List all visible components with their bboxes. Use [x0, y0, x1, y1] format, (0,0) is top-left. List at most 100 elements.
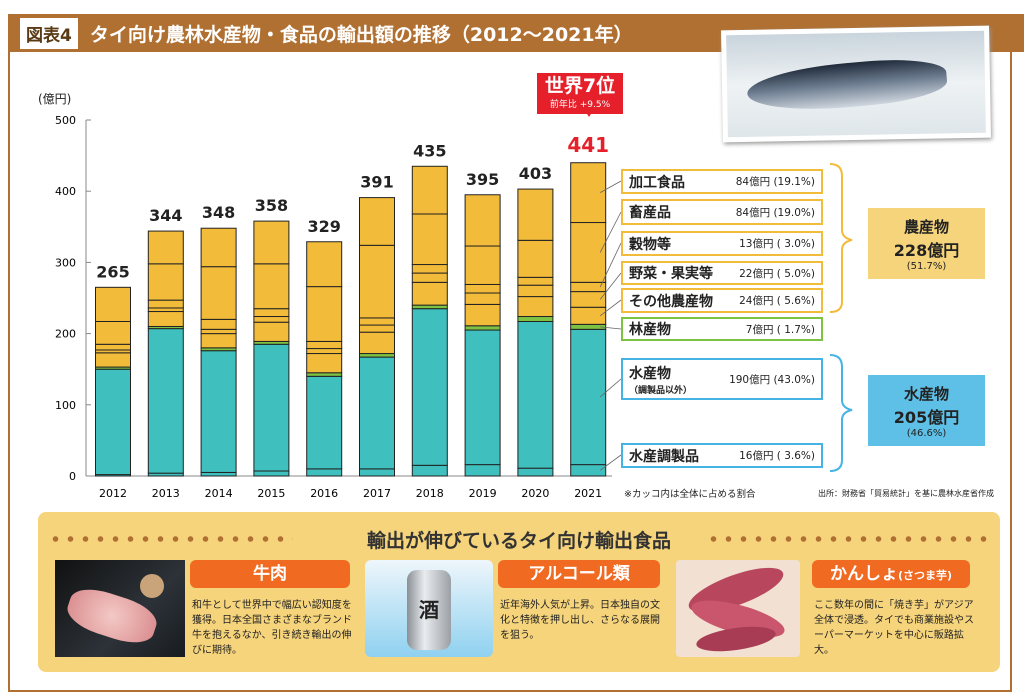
- fish-bracket: [829, 354, 853, 472]
- dots-decoration: [706, 536, 990, 542]
- legend-fishery: 水産物 （調製品以外） 190億円 (43.0%): [621, 358, 823, 400]
- leader-line: [599, 211, 622, 253]
- total-label: 329: [307, 217, 340, 236]
- bar-segment: [200, 318, 237, 330]
- rank-text: 世界7位: [544, 75, 616, 97]
- bar-segment: [359, 331, 395, 355]
- y-tick-label: 100: [55, 399, 76, 412]
- bar-segment: [517, 239, 554, 278]
- sweet-potato-label-sub: (さつま芋): [897, 569, 953, 582]
- sweet-potato-label: かんしょ(さつま芋): [812, 560, 970, 588]
- can-text: 酒: [407, 570, 451, 650]
- summary-title: 水産物: [903, 385, 949, 403]
- agri-bracket: [829, 163, 853, 313]
- legend-value: 22億円 ( 5.0%): [739, 267, 815, 280]
- bar-segment: [95, 286, 131, 322]
- bar-segment: [517, 284, 554, 298]
- bar-segment: [517, 320, 554, 469]
- total-label: 403: [519, 164, 552, 183]
- alcohol-description: 近年海外人気が上昇。日本独自の文化と特徴を押し出し、さらなる展開を狙う。: [500, 600, 660, 641]
- total-label: 344: [149, 206, 182, 225]
- legend-name: その他農産物: [629, 293, 713, 310]
- bar-segment: [200, 227, 237, 268]
- panel-title: 輸出が伸びているタイ向け輸出食品: [366, 530, 671, 552]
- bar-segment: [306, 348, 343, 355]
- bar-segment: [464, 303, 501, 327]
- bar-segment: [517, 296, 554, 318]
- rank-callout: 世界7位 前年比 +9.5%: [537, 73, 623, 117]
- legend-value: 7億円 ( 1.7%): [745, 323, 815, 336]
- bar-segment: [306, 468, 343, 477]
- legend-processed-fishery: 水産調製品 16億円 ( 3.6%): [621, 443, 823, 468]
- legend-value: 24億円 ( 5.6%): [739, 295, 815, 307]
- x-tick-label: 2020: [521, 487, 549, 500]
- legend-value: 84億円 (19.0%): [735, 206, 815, 219]
- bar-segment: [253, 343, 290, 472]
- bar-segment: [359, 468, 395, 477]
- legend-name: 加工食品: [629, 174, 685, 191]
- x-tick-label: 2017: [363, 487, 391, 500]
- total-label: 391: [360, 173, 393, 192]
- bar-segment: [411, 264, 448, 274]
- y-tick-label: 200: [55, 328, 76, 341]
- summary-share: (51.7%): [906, 261, 947, 272]
- x-tick-label: 2016: [310, 487, 338, 500]
- x-tick-label: 2019: [469, 487, 497, 500]
- source-note: 出所：財務省「貿易統計」を基に農林水産省作成: [818, 489, 994, 498]
- beef-label: 牛肉: [190, 560, 350, 588]
- bar-segment: [253, 470, 290, 477]
- bar-segment: [200, 333, 237, 349]
- bar-segment: [464, 464, 501, 477]
- bar-segment: [464, 283, 501, 294]
- bar-segment: [306, 340, 343, 350]
- beef-image: [55, 560, 185, 657]
- bar-segment: [200, 328, 237, 335]
- legend-processed-food: 加工食品 84億円 (19.1%): [621, 169, 823, 194]
- leader-line: [599, 454, 622, 471]
- leader-line: [600, 180, 622, 193]
- bar-segment: [411, 304, 448, 310]
- bar-segment: [517, 276, 554, 286]
- total-label: 358: [255, 196, 288, 215]
- legend-vegetables-fruits: 野菜・果実等 22億円 ( 5.0%): [621, 261, 823, 285]
- bar-segment: [359, 353, 395, 358]
- export-foods-panel: 輸出が伸びているタイ向け輸出食品 牛肉 和牛として世界中で幅広い認知度を獲得。日…: [38, 512, 1000, 672]
- bar-segment: [253, 263, 290, 310]
- bar-segment: [306, 372, 343, 377]
- leader-line: [600, 326, 622, 330]
- bar-segment: [200, 350, 237, 473]
- legend-value: 84億円 (19.1%): [735, 176, 815, 188]
- figure-label: 図表4: [20, 17, 78, 49]
- fish-summary: 水産物 205億円 (46.6%): [868, 375, 985, 446]
- alcohol-label-text: アルコール類: [528, 564, 630, 584]
- leader-line: [599, 378, 622, 398]
- bar-segment: [95, 320, 131, 345]
- bar-segment: [517, 188, 554, 241]
- bar-segment: [570, 162, 607, 224]
- legend-other-agri: その他農産物 24億円 ( 5.6%): [621, 288, 823, 313]
- bar-segment: [147, 299, 184, 309]
- yoy-text: 前年比 +9.5%: [549, 100, 611, 110]
- legend-subname: （調製品以外）: [629, 385, 693, 396]
- x-tick-label: 2018: [416, 487, 444, 500]
- bar-segment: [253, 321, 290, 342]
- bar-segment: [306, 286, 343, 342]
- legend-name: 林産物: [629, 322, 671, 338]
- legend-livestock: 畜産品 84億円 (19.0%): [621, 199, 823, 225]
- bar-segment: [359, 324, 395, 333]
- sweet-potato-image: [676, 558, 800, 657]
- bar-segment: [147, 311, 184, 327]
- legend-grains: 穀物等 13億円 ( 3.0%): [621, 231, 823, 256]
- bar-segment: [253, 308, 290, 318]
- leader-line: [599, 299, 622, 317]
- beef-description: 和牛として世界中で幅広い認知度を獲得。日本全国さまざまなブランド牛を抱えるなか、…: [192, 600, 352, 656]
- total-label: 265: [96, 262, 129, 281]
- share-note: ※カッコ内は全体に占める割合: [624, 489, 756, 500]
- x-tick-label: 2012: [99, 487, 127, 500]
- y-tick-label: 300: [55, 256, 76, 269]
- bar-segment: [359, 356, 395, 470]
- legend-name: 水産物: [629, 365, 671, 382]
- bar-segment: [359, 244, 395, 319]
- total-label: 441: [567, 133, 609, 157]
- bar-segment: [253, 220, 290, 265]
